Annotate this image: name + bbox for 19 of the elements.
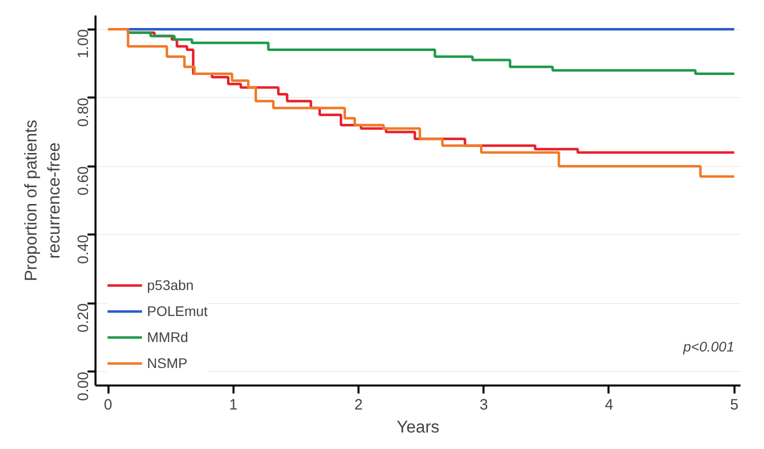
x-tick-label: 1 [229, 396, 238, 414]
x-tick-label: 0 [104, 396, 112, 414]
y-tick-label: 0.60 [75, 166, 92, 196]
x-axis-title: Years [396, 418, 440, 436]
y-axis-title: Proportion of patients recurrence-free [22, 120, 64, 282]
y-tick-label: 0.80 [75, 98, 92, 127]
x-tick-label: 2 [354, 396, 363, 414]
annotation: p<0.001 [682, 338, 734, 355]
x-tick-label: 5 [730, 396, 738, 414]
y-tick-label: 1.00 [75, 29, 92, 58]
legend-label: p53abn [147, 277, 194, 293]
y-tick-label: 0.20 [75, 303, 92, 332]
legend-label: MMRd [147, 329, 188, 345]
y-tick-label: 0.00 [75, 372, 92, 401]
legend-label: POLEmut [147, 303, 208, 319]
y-tick-label: 0.40 [75, 234, 92, 264]
x-tick-label: 3 [480, 396, 488, 414]
legend-label: NSMP [147, 355, 188, 371]
x-tick-label: 4 [604, 396, 614, 414]
